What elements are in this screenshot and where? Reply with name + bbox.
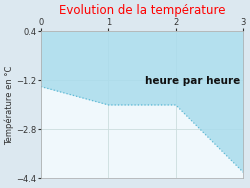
Text: heure par heure: heure par heure [145, 76, 240, 86]
Title: Evolution de la température: Evolution de la température [59, 4, 225, 17]
Y-axis label: Température en °C: Température en °C [4, 65, 14, 145]
